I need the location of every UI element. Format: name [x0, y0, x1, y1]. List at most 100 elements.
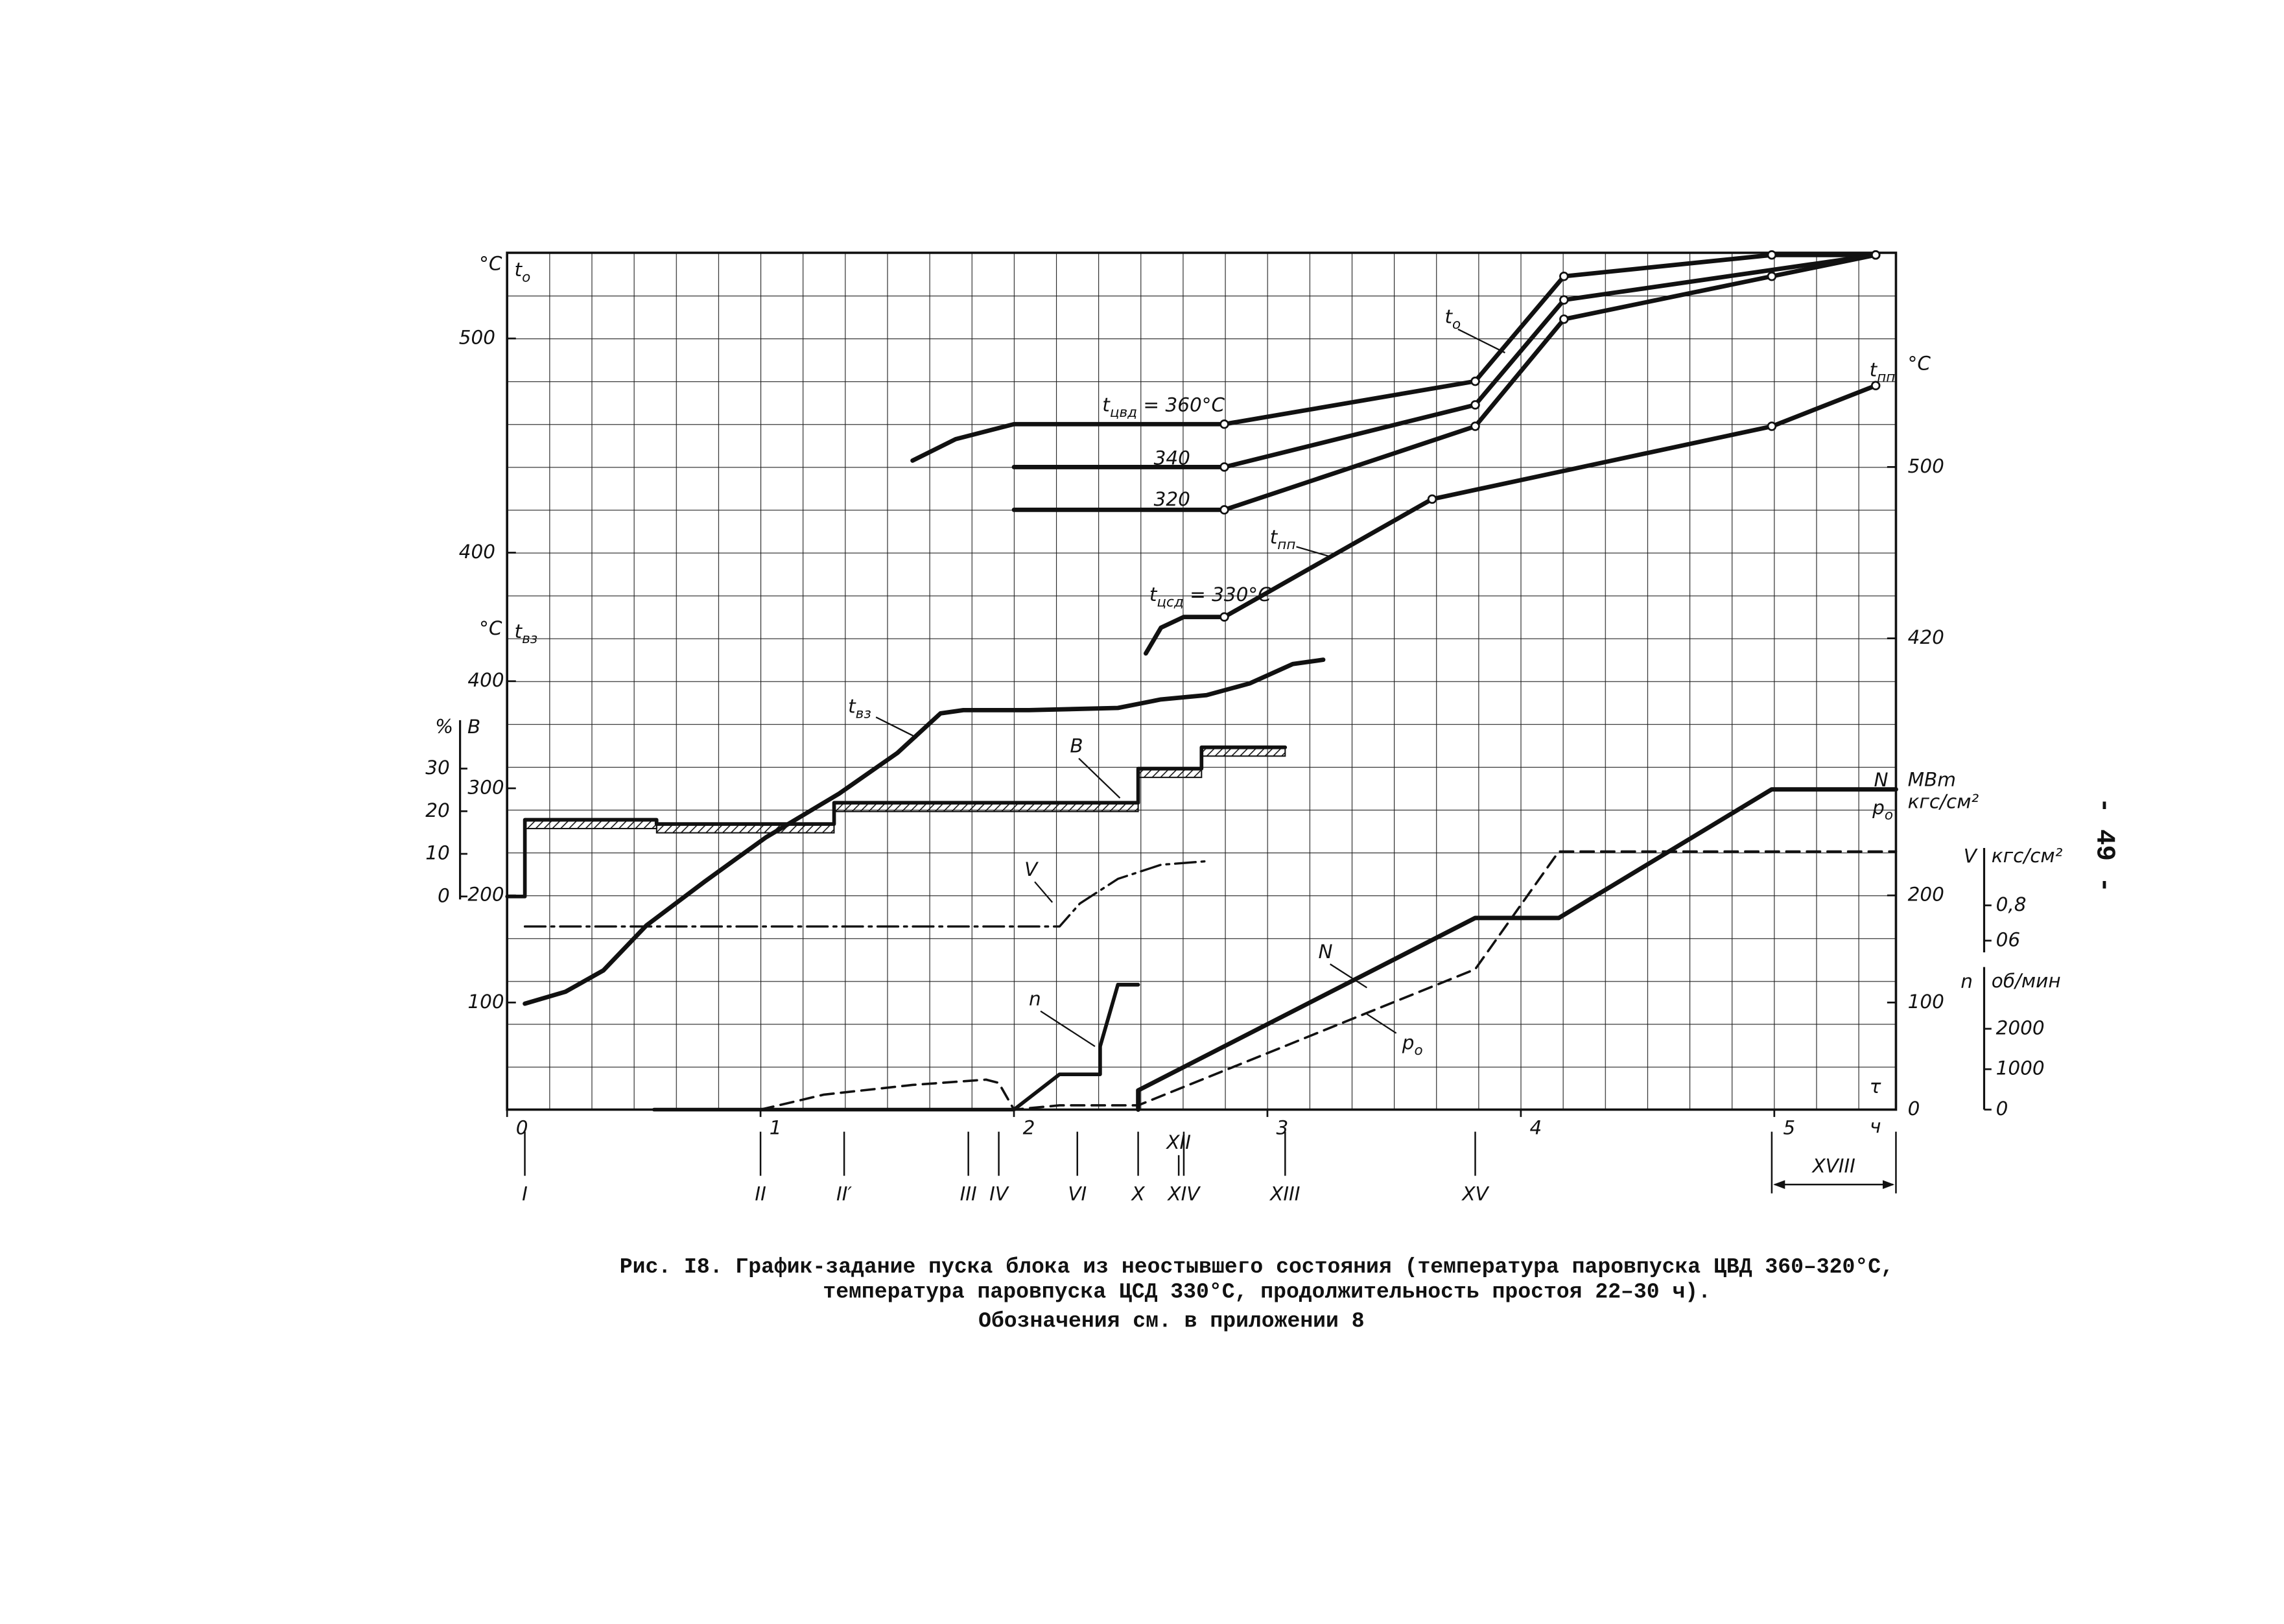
point-marker [1219, 612, 1229, 622]
point-marker [1559, 314, 1569, 324]
y-tick-label: 500 [459, 327, 495, 349]
curve-label: V [1024, 858, 1039, 880]
y-tick-label: 2000 [1996, 1017, 2045, 1039]
axis-label: po [1872, 796, 1893, 823]
y-tick-label: 400 [467, 669, 504, 691]
curve-label-sub: o [1452, 316, 1461, 333]
axis-label-text: t [515, 259, 523, 281]
y-tick-label: 0,8 [1996, 893, 2027, 915]
x-tick-label: 0 [516, 1117, 528, 1139]
axis-label: tпп [1870, 359, 1896, 386]
y-tick-label: 10 [425, 842, 450, 864]
y-tick-label: 400 [459, 541, 495, 563]
curve-label: to [1444, 305, 1461, 333]
axis-label-text: t [1870, 359, 1878, 381]
axis-label: to [515, 259, 531, 286]
y-tick-label: 500 [1908, 455, 1944, 477]
axis-label-sub: вз [522, 631, 537, 647]
axis-label-text: N [1874, 768, 1888, 790]
event-label: VI [1068, 1183, 1087, 1205]
curve-label: n [1029, 987, 1041, 1009]
x-tick-label: 4 [1529, 1117, 1542, 1139]
leader [1078, 757, 1121, 799]
curve-label-text: t [1102, 394, 1111, 416]
curve-label-sub: пп [1277, 537, 1295, 553]
axis-label-text: B [467, 716, 480, 738]
curve-label-sub: вз [856, 706, 871, 722]
axis-label-text: t [515, 620, 523, 642]
y-tick-label: 0 [1996, 1098, 2008, 1120]
leader [1457, 328, 1505, 354]
event-label: II′ [836, 1183, 852, 1205]
curve-label-sub: цвд [1110, 405, 1137, 421]
page-number: - 49 - [2090, 797, 2119, 893]
y-tick-label: 30 [425, 757, 450, 779]
curve-label: N [1319, 940, 1333, 962]
axis-unit: MBm [1908, 768, 1956, 790]
event-label: I [522, 1183, 528, 1205]
point-marker [1470, 400, 1480, 410]
point-marker [1870, 250, 1881, 260]
point-marker [1559, 295, 1569, 305]
leader [1296, 546, 1332, 558]
leader [1034, 881, 1054, 903]
curve-label-suffix: = 330°C [1184, 583, 1271, 606]
y-tick-label: 06 [1996, 928, 2021, 950]
curve-label-sub: o [1414, 1042, 1422, 1059]
point-marker [1767, 421, 1777, 431]
axis-label-sub: o [522, 269, 530, 285]
event-label: XIV [1166, 1183, 1201, 1205]
curve-label-text: 320 [1154, 488, 1190, 510]
x-axis-label: τ [1870, 1076, 1881, 1098]
axis-unit: кгс/см² [1908, 790, 1979, 812]
point-marker [1219, 419, 1229, 429]
y-tick-label: 0 [438, 884, 450, 906]
axis-unit: °C [479, 617, 502, 639]
point-marker [1767, 272, 1777, 281]
range-label: XVIII [1811, 1155, 1855, 1177]
series-line [1011, 252, 1878, 512]
point-marker [1427, 494, 1437, 504]
event-label: XIII [1269, 1183, 1300, 1205]
y-tick-label: 1000 [1996, 1057, 2045, 1079]
plot-area [506, 252, 1898, 1111]
curve-label: 340 [1154, 447, 1190, 469]
curve-label-text: B [1070, 735, 1083, 757]
event-label: XII [1165, 1131, 1191, 1153]
x-axis-unit: ч [1870, 1115, 1881, 1137]
curve-label-text: V [1024, 858, 1039, 880]
axis-label: B [467, 716, 480, 738]
point-marker [1219, 505, 1229, 515]
axis-label-text: p [1872, 796, 1885, 818]
leaders [875, 328, 1505, 1048]
curve-label-text: n [1029, 987, 1041, 1009]
y-tick-label: 100 [1908, 991, 1944, 1013]
series-line [523, 860, 1208, 928]
y-tick-label: 100 [467, 991, 504, 1013]
curve-label: 320 [1154, 488, 1190, 510]
curve-label: tцвд = 360°C [1102, 394, 1225, 421]
event-label: X [1130, 1183, 1145, 1205]
curve-label-text: t [1270, 526, 1278, 548]
y-tick-label: 200 [1908, 884, 1944, 906]
x-tick-label: 5 [1783, 1117, 1795, 1139]
axis-label-text: n [1960, 970, 1973, 992]
curve-label-text: N [1319, 940, 1333, 962]
axis-unit: кгс/см² [1992, 845, 2063, 867]
series-line [505, 745, 1288, 899]
curve-label-text: p [1402, 1031, 1415, 1053]
curve-label: tпп [1270, 526, 1296, 553]
axis-label: N [1874, 768, 1888, 790]
leader [1330, 963, 1367, 989]
series-line [910, 252, 1878, 463]
caption: температура паровпуска ЦСД 330°C, продол… [823, 1279, 1711, 1304]
curve-label-text: t [848, 695, 856, 717]
curve-label-suffix: = 360°C [1137, 394, 1225, 416]
event-label: II [755, 1183, 766, 1205]
point-marker [1559, 272, 1569, 281]
event-label: IV [989, 1183, 1009, 1205]
curve-label: tцсд = 330°C [1149, 583, 1271, 611]
axis-label: n [1960, 970, 1973, 992]
leader [1040, 1010, 1096, 1048]
